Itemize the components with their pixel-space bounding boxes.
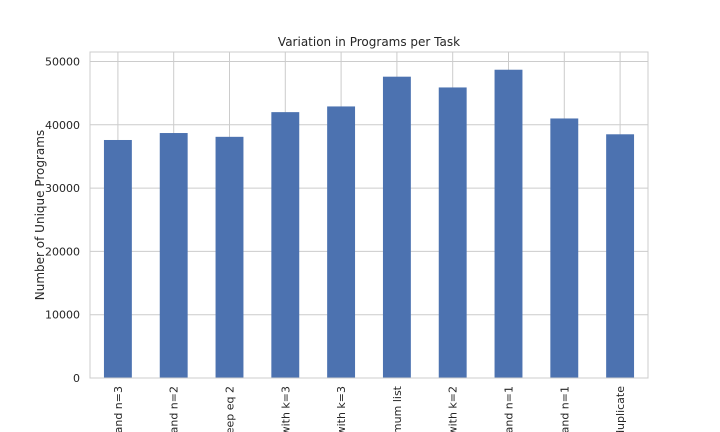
- x-tick-label: and n=2: [168, 386, 181, 432]
- bars: [103, 69, 635, 379]
- y-tick-label: 30000: [45, 182, 80, 195]
- y-tick-label: 10000: [45, 309, 80, 322]
- x-tick-label: with k=2: [447, 386, 460, 432]
- bar: [550, 118, 579, 379]
- bar: [215, 136, 244, 378]
- x-tick-label: imum list: [391, 385, 404, 432]
- y-tick-label: 50000: [45, 55, 80, 68]
- bar: [494, 69, 523, 378]
- x-tick-label: with k=3: [335, 386, 348, 432]
- x-tick-label: and n=1: [503, 386, 516, 432]
- x-tick-label: with k=3: [279, 386, 292, 432]
- bar: [103, 139, 132, 378]
- bar: [606, 134, 635, 378]
- y-tick-label: 20000: [45, 245, 80, 258]
- bar: [382, 76, 411, 378]
- y-tick-label: 0: [73, 372, 80, 385]
- x-tick-labels: and n=3 and n=2 eep eq 2 with k=3 with k=3 im…: [112, 385, 627, 432]
- y-axis-label: Number of Unique Programs: [33, 130, 47, 300]
- bar: [438, 87, 467, 378]
- bar: [327, 106, 356, 378]
- x-tick-label: and n=3: [112, 386, 125, 432]
- bar: [159, 133, 188, 378]
- x-tick-label: duplicate: [614, 386, 627, 432]
- chart-title: Variation in Programs per Task: [278, 35, 460, 49]
- bar: [271, 112, 300, 378]
- y-tick-labels: 0 10000 20000 30000 40000 50000: [45, 55, 80, 385]
- plot-frame: [89, 51, 649, 379]
- x-tick-label: and n=1: [558, 386, 571, 432]
- x-tick-label: eep eq 2: [224, 386, 237, 432]
- y-tick-label: 40000: [45, 119, 80, 132]
